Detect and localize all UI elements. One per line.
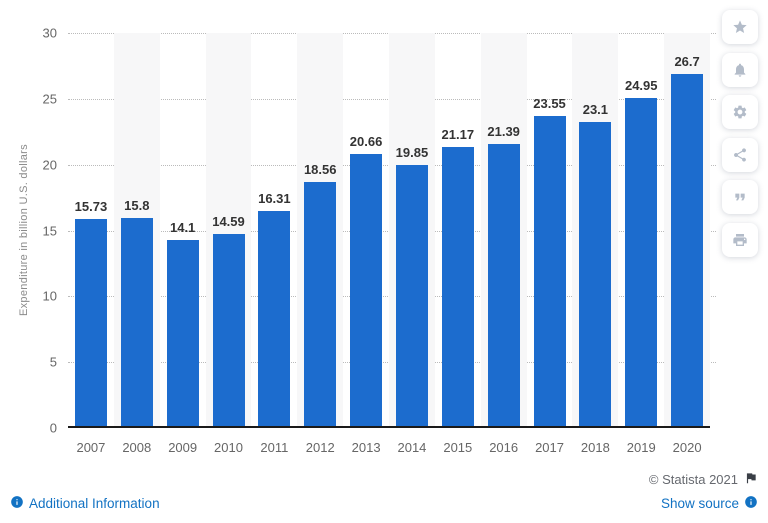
- chart-column: 16.31: [251, 33, 297, 426]
- x-axis-label: 2007: [76, 440, 106, 455]
- chart-column: 15.8: [113, 33, 160, 426]
- quote-button[interactable]: [722, 180, 758, 214]
- copyright-note: © Statista 2021: [649, 471, 758, 488]
- plot-columns: 15.73 15.8 14.1 14.59 16.31 18.56 20.66 19.85 21…: [68, 33, 711, 426]
- chart-column: 26.7: [664, 33, 711, 426]
- x-axis-label: 2008: [122, 440, 152, 455]
- x-axis-label: 2018: [580, 440, 610, 455]
- bar-2013[interactable]: [350, 153, 383, 426]
- bar-value-label: 23.55: [533, 95, 566, 111]
- x-axis-label: 2016: [489, 440, 519, 455]
- bar-2019[interactable]: [625, 97, 658, 426]
- bar-2020[interactable]: [671, 74, 704, 426]
- x-axis-label: 2011: [260, 440, 289, 455]
- bell-icon: [732, 62, 748, 78]
- y-tick-label: 25: [42, 91, 57, 107]
- chart-column: 20.66: [343, 33, 389, 426]
- share-button[interactable]: [722, 138, 758, 172]
- bar-2009[interactable]: [166, 240, 199, 426]
- chart-column: 23.1: [572, 33, 619, 426]
- bar-2007[interactable]: [74, 218, 107, 426]
- bar-2010[interactable]: [212, 233, 245, 426]
- bar-value-label: 16.31: [258, 191, 291, 207]
- chart-column: 14.1: [160, 33, 206, 426]
- y-tick-label: 30: [42, 25, 57, 41]
- share-icon: [732, 147, 748, 163]
- bar-value-label: 14.59: [212, 213, 245, 229]
- bar-2014[interactable]: [395, 164, 428, 426]
- star-button[interactable]: [722, 10, 758, 44]
- chart-column: 24.95: [618, 33, 664, 426]
- bar-value-label: 14.1: [169, 220, 196, 236]
- y-axis-labels: 0 5 10 15 20 25 30: [0, 26, 60, 436]
- bar-value-label: 21.17: [441, 127, 475, 143]
- star-icon: [732, 19, 748, 35]
- x-axis-label: 2010: [214, 440, 243, 455]
- chart-column: 14.59: [205, 33, 252, 426]
- y-tick-label: 20: [42, 157, 57, 173]
- bell-button[interactable]: [722, 53, 758, 87]
- bar-value-label: 26.7: [674, 54, 700, 70]
- x-axis-label: 2013: [351, 440, 381, 455]
- bar-2017[interactable]: [533, 115, 566, 426]
- y-tick-label: 5: [49, 354, 57, 370]
- bar-value-label: 20.66: [349, 133, 383, 149]
- x-axis-label: 2020: [672, 440, 702, 455]
- chart-column: 15.73: [68, 33, 114, 426]
- x-axis-labels: 2007 2008 2009 2010 2011 2012 2013 2014 2015 2016…: [68, 440, 710, 455]
- bar-value-label: 18.56: [303, 161, 337, 177]
- y-tick-label: 0: [49, 420, 57, 436]
- show-source-label: Show source: [660, 496, 739, 511]
- bar-2012[interactable]: [304, 181, 337, 426]
- bar-value-label: 24.95: [624, 77, 658, 93]
- x-axis-label: 2012: [305, 440, 335, 455]
- bar-2016[interactable]: [487, 144, 520, 426]
- quote-icon: [732, 189, 748, 205]
- y-tick-label: 15: [42, 223, 57, 238]
- copyright-text: © Statista 2021: [648, 472, 738, 487]
- bar-value-label: 23.1: [582, 101, 609, 117]
- show-source-link[interactable]: Show source: [661, 495, 758, 512]
- x-axis-label: 2019: [626, 440, 656, 455]
- info-icon: [744, 495, 758, 512]
- additional-information-link[interactable]: Additional Information: [10, 495, 160, 512]
- gear-button[interactable]: [722, 95, 758, 129]
- chart-column: 19.85: [389, 33, 435, 426]
- flag-icon[interactable]: [744, 471, 758, 488]
- chart-column: 21.17: [435, 33, 481, 426]
- bar-value-label: 19.85: [395, 144, 429, 160]
- bar-2008[interactable]: [120, 217, 153, 426]
- y-tick-label: 10: [42, 288, 57, 304]
- x-axis-label: 2014: [397, 440, 427, 455]
- print-button[interactable]: [722, 223, 758, 257]
- bar-2015[interactable]: [441, 147, 474, 426]
- info-icon: [10, 495, 24, 512]
- bar-2011[interactable]: [258, 211, 291, 426]
- x-axis-label: 2009: [168, 440, 198, 455]
- plot-area: 15.73 15.8 14.1 14.59 16.31 18.56 20.66 19.85 21…: [68, 33, 716, 428]
- bar-value-label: 15.8: [124, 197, 150, 213]
- chart-column: 18.56: [297, 33, 344, 426]
- gear-icon: [732, 104, 748, 120]
- additional-information-label: Additional Information: [29, 496, 160, 511]
- chart-column: 23.55: [527, 33, 573, 426]
- x-axis-label: 2017: [535, 440, 564, 455]
- bar-value-label: 21.39: [487, 124, 520, 140]
- bar-2018[interactable]: [579, 121, 612, 426]
- print-icon: [732, 232, 748, 248]
- x-axis-label: 2015: [443, 440, 473, 455]
- chart-column: 21.39: [480, 33, 527, 426]
- bar-value-label: 15.73: [74, 198, 108, 214]
